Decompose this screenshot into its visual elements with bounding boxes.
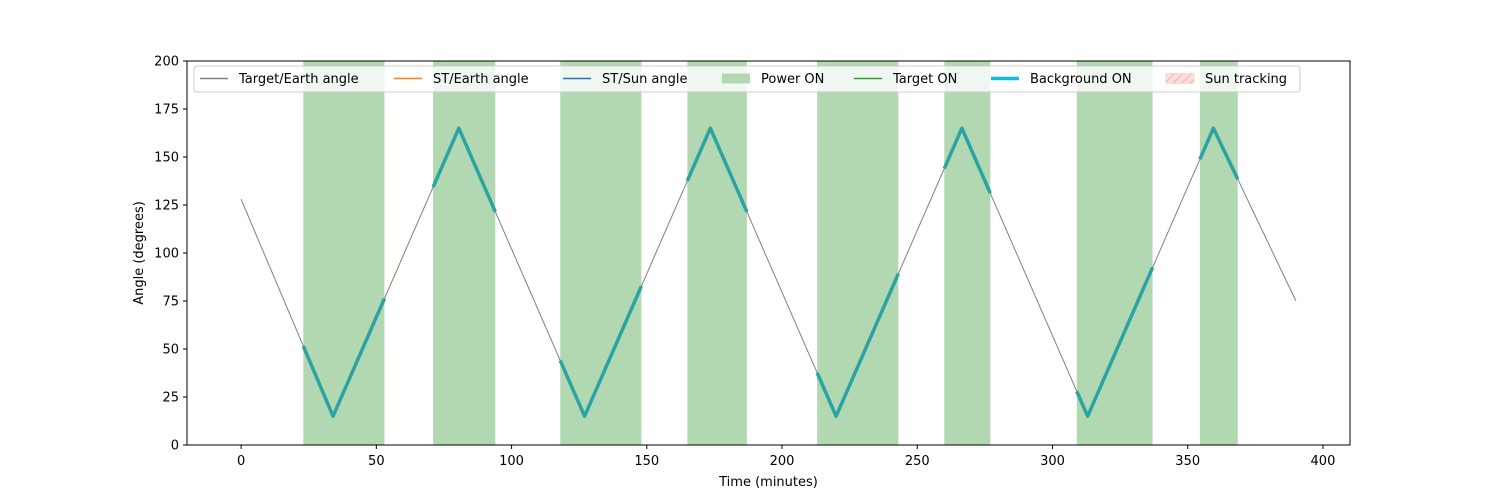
series-line-background-on [815, 273, 900, 418]
series-line-background-on [558, 285, 643, 418]
series-line-background-on [1198, 126, 1240, 180]
legend-swatch [722, 73, 750, 84]
y-tick-label: 175 [154, 103, 179, 118]
x-tick-label: 200 [770, 454, 795, 469]
y-axis-label: Angle (degrees) [132, 201, 147, 305]
power-on-band [1076, 61, 1153, 445]
legend-label: ST/Sun angle [602, 72, 688, 87]
power-on-band [817, 61, 899, 445]
legend-label: Sun tracking [1205, 72, 1287, 87]
power-on-band [433, 61, 496, 445]
x-tick-label: 400 [1311, 454, 1336, 469]
y-tick-label: 0 [171, 439, 179, 454]
legend-label: Target/Earth angle [238, 72, 359, 87]
power-on-band [944, 61, 991, 445]
x-tick-label: 0 [237, 454, 245, 469]
series-line-background-on [301, 297, 387, 418]
legend-label: Target ON [892, 72, 957, 87]
series-line-background-on [942, 126, 992, 194]
x-tick-label: 50 [368, 454, 385, 469]
series-line-background-on [431, 126, 497, 213]
legend-item: Background ON [991, 72, 1132, 87]
y-tick-label: 125 [154, 199, 179, 214]
y-tick-label: 75 [162, 295, 179, 310]
legend-label: Power ON [761, 72, 824, 87]
legend-item: ST/Earth angle [394, 72, 529, 87]
y-tick-label: 200 [154, 55, 179, 70]
power-on-bands [303, 61, 1238, 445]
legend-label: Background ON [1030, 72, 1132, 87]
x-tick-label: 350 [1175, 454, 1200, 469]
y-tick-label: 50 [162, 343, 179, 358]
power-on-band [1199, 61, 1238, 445]
axes: 0 50 100 150 200 250 300 350 400 0 25 50 75 100 125 150… [154, 55, 1351, 469]
legend-item: ST/Sun angle [563, 72, 688, 87]
y-tick-label: 150 [154, 151, 179, 166]
y-tick-label: 25 [162, 391, 179, 406]
series-line-background-on [685, 126, 749, 213]
x-tick-label: 150 [634, 454, 659, 469]
series-lines [240, 126, 1297, 418]
series-line-background-on [1075, 266, 1155, 418]
x-tick-label: 300 [1040, 454, 1065, 469]
legend-item: Sun tracking [1165, 72, 1287, 87]
x-tick-label: 100 [499, 454, 524, 469]
y-tick-label: 100 [154, 247, 179, 262]
x-tick-label: 250 [905, 454, 930, 469]
power-on-band [687, 61, 747, 445]
legend-swatch [1165, 73, 1195, 84]
x-axis-label: Time (minutes) [718, 475, 818, 490]
legend-item: Target/Earth angle [200, 72, 359, 87]
legend-item: Power ON [722, 72, 824, 87]
legend-label: ST/Earth angle [433, 72, 529, 87]
legend-item: Target ON [854, 72, 957, 87]
legend: Target/Earth angle ST/Earth angle ST/Sun a… [193, 65, 1301, 93]
